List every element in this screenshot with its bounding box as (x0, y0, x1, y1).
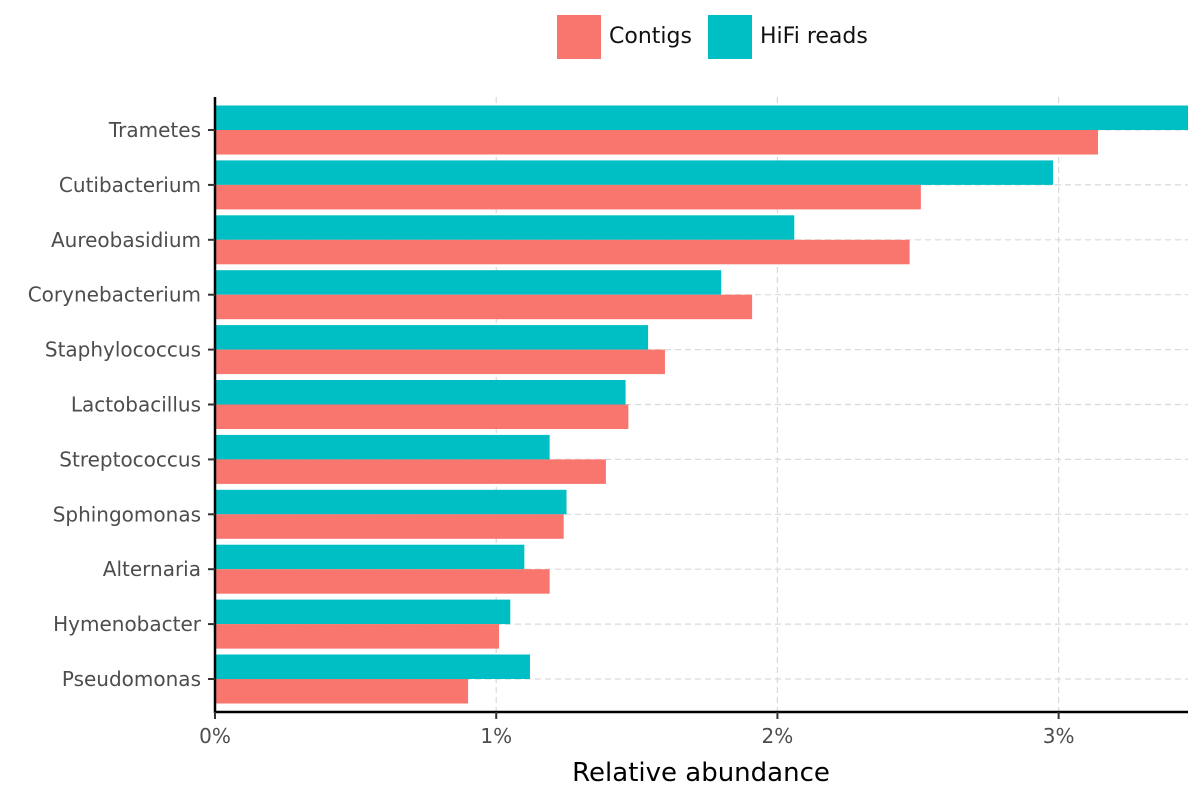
y-tick-label: Cutibacterium (59, 173, 201, 197)
y-tick-label: Trametes (108, 118, 201, 142)
bars (215, 105, 1188, 704)
bar-contigs-sphingomonas (215, 514, 564, 539)
y-tick-label: Alternaria (103, 557, 201, 581)
y-tick-label: Staphylococcus (45, 338, 201, 362)
bar-hifi-reads-sphingomonas (215, 489, 567, 515)
bar-contigs-pseudomonas (215, 679, 469, 704)
bar-contigs-corynebacterium (215, 294, 753, 320)
bar-contigs-hymenobacter (215, 624, 500, 649)
y-tick-label: Lactobacillus (71, 393, 201, 417)
bar-contigs-aureobasidium (215, 239, 910, 265)
bar-hifi-reads-staphylococcus (215, 325, 649, 350)
y-tick-label: Corynebacterium (28, 283, 201, 307)
bar-contigs-alternaria (215, 569, 550, 594)
bar-hifi-reads-cutibacterium (215, 160, 1054, 185)
legend: Contigs HiFi reads (557, 15, 868, 59)
bar-contigs-staphylococcus (215, 349, 665, 375)
bar-hifi-reads-aureobasidium (215, 215, 795, 240)
y-axis-ticks: Trametes Cutibacterium Aureobasidium Coryne… (28, 118, 215, 691)
x-tick-label: 1% (480, 724, 512, 748)
y-tick-label: Streptococcus (59, 447, 201, 471)
bar-contigs-trametes (215, 130, 1099, 155)
bar-hifi-reads-pseudomonas (215, 654, 530, 679)
y-tick-label: Pseudomonas (62, 667, 201, 691)
bar-hifi-reads-hymenobacter (215, 599, 511, 625)
bar-contigs-streptococcus (215, 459, 606, 484)
y-tick-label: Aureobasidium (51, 228, 201, 252)
bar-hifi-reads-trametes (215, 105, 1188, 130)
bar-contigs-lactobacillus (215, 404, 629, 429)
x-axis-ticks: 0% 1% 2% 3% (199, 712, 1075, 748)
bar-hifi-reads-alternaria (215, 544, 525, 570)
bar-hifi-reads-streptococcus (215, 434, 550, 460)
bar-hifi-reads-corynebacterium (215, 270, 722, 295)
x-tick-label: 2% (762, 724, 794, 748)
legend-label-hifi-reads: HiFi reads (760, 24, 868, 49)
bar-hifi-reads-lactobacillus (215, 380, 626, 405)
x-axis-label: Relative abundance (572, 758, 830, 788)
x-tick-label: 3% (1043, 724, 1075, 748)
y-tick-label: Hymenobacter (53, 612, 202, 636)
legend-label-contigs: Contigs (609, 24, 692, 49)
legend-swatch-hifi-reads (708, 15, 752, 59)
legend-swatch-contigs (557, 15, 601, 59)
y-tick-label: Sphingomonas (53, 502, 201, 526)
bar-contigs-cutibacterium (215, 184, 921, 210)
x-tick-label: 0% (199, 724, 231, 748)
